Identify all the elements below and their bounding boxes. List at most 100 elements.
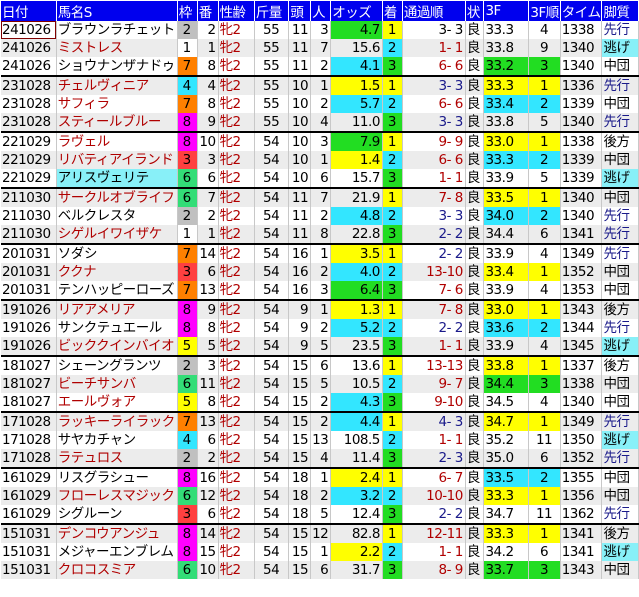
column-header-passing-order[interactable]: 通過順 — [402, 1, 466, 21]
table-row[interactable]: 191026 サンクテュエール 8 8 牝2 54 9 2 5.2 2 2- 2 良 33.6 2 1344… — [1, 319, 639, 337]
cell-style: 後方 — [601, 299, 639, 319]
cell-kin: 54 — [254, 449, 290, 468]
cell-sex: 牝2 — [218, 487, 255, 505]
cell-cond: 良 — [465, 487, 485, 505]
cell-f3: 33.3 — [483, 523, 530, 543]
table-row[interactable]: 151031 デンコウアンジュ 8 14 牝2 54 15 12 82.8 1 12-11 良 33.3… — [1, 523, 639, 543]
cell-pass: 9-10 — [402, 393, 466, 412]
cell-cond: 良 — [465, 207, 485, 225]
column-header-date[interactable]: 日付 — [1, 1, 57, 21]
table-row[interactable]: 171028 ラッキーライラック 7 13 牝2 54 15 2 4.4 1 4- 3 良 34.7 1 1… — [1, 411, 639, 431]
table-row[interactable]: 161029 フローレスマジック 6 12 牝2 54 18 2 3.2 2 10-10 良 33.3 1… — [1, 487, 639, 505]
cell-time: 1340 — [560, 113, 603, 132]
cell-odds: 82.8 — [330, 523, 383, 543]
cell-to: 10 — [288, 75, 312, 95]
cell-odds: 3.5 — [330, 243, 383, 263]
cell-style: 中団 — [601, 95, 639, 113]
cell-name: ククナ — [56, 263, 178, 281]
cell-cond: 良 — [465, 75, 485, 95]
cell-pass: 1- 1 — [402, 39, 466, 57]
column-header-weight[interactable]: 斤量 — [254, 1, 290, 21]
table-row[interactable]: 151031 メジャーエンブレム 8 15 牝2 54 15 1 2.2 2 1- 1 良 34.2 6 1… — [1, 543, 639, 561]
column-header-number[interactable]: 番 — [197, 1, 219, 21]
table-row[interactable]: 211030 ベルクレスタ 2 2 牝2 54 11 2 4.8 2 3- 3 良 34.0 2 1340 先… — [1, 207, 639, 225]
table-row[interactable]: 191026 ビッククインバイオ 5 5 牝2 54 9 5 23.5 3 1- 1 良 33.9 4 13… — [1, 337, 639, 356]
table-row[interactable]: 221029 アリスヴェリテ 6 6 牝2 54 10 6 15.7 3 1- 1 良 33.9 5 133… — [1, 169, 639, 188]
column-header-last-3f[interactable]: 3F — [483, 1, 530, 21]
table-row[interactable]: 231028 サフィラ 7 8 牝2 55 10 2 5.7 2 6- 6 良 33.4 2 1339 中団 — [1, 95, 639, 113]
column-header-track-condition[interactable]: 状 — [465, 1, 485, 21]
table-row[interactable]: 181027 シェーングランツ 2 3 牝2 54 15 6 13.6 1 13-13 良 33.8 1 1… — [1, 355, 639, 375]
table-row[interactable]: 211030 シゲルイワイザケ 1 1 牝2 54 11 8 22.8 3 2- 2 良 34.4 6 13… — [1, 225, 639, 244]
cell-time: 1350 — [560, 431, 603, 449]
table-row[interactable]: 241026 ショウナンザナドゥ 7 8 牝2 55 11 2 4.1 3 6- 6 良 33.2 3 13… — [1, 57, 639, 76]
cell-name: メジャーエンブレム — [56, 543, 178, 561]
cell-f3: 34.0 — [483, 207, 530, 225]
column-header-time[interactable]: タイム — [560, 1, 603, 21]
cell-pass: 10-10 — [402, 487, 466, 505]
column-header-horse-name[interactable]: 馬名S — [56, 1, 178, 21]
cell-ban: 13 — [197, 281, 219, 300]
table-row[interactable]: 201031 ソダシ 7 14 牝2 54 16 1 3.5 1 2- 2 良 33.9 4 1349 先行 — [1, 243, 639, 263]
table-row[interactable]: 151031 クロコスミア 6 10 牝2 54 15 6 31.7 3 8- 9 良 33.7 3 134… — [1, 561, 639, 579]
table-row[interactable]: 181027 エールヴォア 5 8 牝2 54 15 2 4.3 3 9-10 良 34.5 4 1340 中… — [1, 393, 639, 412]
table-row[interactable]: 191026 リアアメリア 8 9 牝2 54 9 1 1.3 1 7- 8 良 33.0 1 1343 後方 — [1, 299, 639, 319]
cell-style: 後方 — [601, 131, 639, 151]
cell-f3: 34.7 — [483, 505, 530, 524]
cell-ban: 6 — [197, 505, 219, 524]
cell-nin: 2 — [310, 207, 332, 225]
table-row[interactable]: 201031 ククナ 3 6 牝2 54 16 2 4.0 2 13-10 良 33.4 1 1352 中団 — [1, 263, 639, 281]
cell-chaku: 2 — [382, 39, 403, 57]
table-row[interactable]: 171028 サヤカチャン 4 6 牝2 54 15 13 108.5 2 1- 1 良 35.2 11 1… — [1, 431, 639, 449]
cell-kin: 54 — [254, 337, 290, 356]
cell-f3: 35.0 — [483, 449, 530, 468]
table-row[interactable]: 221029 ラヴェル 8 10 牝2 54 10 3 7.9 1 9- 9 良 33.0 1 1338 後方 — [1, 131, 639, 151]
cell-style: 中団 — [601, 375, 639, 393]
cell-pass: 7- 8 — [402, 299, 466, 319]
cell-name: サンクテュエール — [56, 319, 178, 337]
cell-waku: 7 — [177, 281, 198, 300]
cell-pass: 7- 6 — [402, 281, 466, 300]
table-row[interactable]: 201031 テンハッピーローズ 7 13 牝2 54 16 3 6.4 3 7- 6 良 33.9 4 1… — [1, 281, 639, 300]
table-row[interactable]: 211030 サークルオブライフ 6 7 牝2 54 11 7 21.9 1 7- 8 良 33.5 1 1… — [1, 187, 639, 207]
column-header-waku[interactable]: 枠 — [177, 1, 198, 21]
table-row[interactable]: 231028 チェルヴィニア 4 4 牝2 55 10 1 1.5 1 3- 3 良 33.3 1 1336… — [1, 75, 639, 95]
cell-sex: 牝2 — [218, 505, 255, 524]
cell-style: 先行 — [601, 411, 639, 431]
cell-waku: 6 — [177, 561, 198, 579]
cell-kin: 54 — [254, 263, 290, 281]
cell-name: シェーングランツ — [56, 355, 178, 375]
cell-chaku: 3 — [382, 505, 403, 524]
column-header-running-style[interactable]: 脚質 — [601, 1, 639, 21]
table-row[interactable]: 221029 リバティアイランド 3 3 牝2 54 10 1 1.4 2 6- 6 良 33.3 2 13… — [1, 151, 639, 169]
column-header-popularity[interactable]: 人 — [310, 1, 332, 21]
table-row[interactable]: 241026 ミストレス 1 1 牝2 55 11 7 15.6 2 1- 1 良 33.8 9 1340 逃… — [1, 39, 639, 57]
cell-sex: 牝2 — [218, 393, 255, 412]
table-row[interactable]: 161029 シグルーン 3 6 牝2 54 18 5 12.4 3 2- 2 良 34.7 11 1362… — [1, 505, 639, 524]
table-row[interactable]: 161029 リスグラシュー 8 16 牝2 54 18 1 2.4 1 6- 7 良 33.5 2 135… — [1, 467, 639, 487]
table-row[interactable]: 181027 ビーチサンバ 6 11 牝2 54 15 5 10.5 2 9- 7 良 34.4 3 133… — [1, 375, 639, 393]
cell-ban: 10 — [197, 131, 219, 151]
column-header-last-3f-rank[interactable]: 3F順 — [528, 1, 561, 21]
cell-nin: 7 — [310, 39, 332, 57]
cell-time: 1338 — [560, 375, 603, 393]
cell-waku: 6 — [177, 375, 198, 393]
cell-name: ラッキーライラック — [56, 411, 178, 431]
cell-time: 1349 — [560, 243, 603, 263]
column-header-field-size[interactable]: 頭 — [288, 1, 312, 21]
column-header-sex-age[interactable]: 性齢 — [218, 1, 255, 21]
table-row[interactable]: 241026 ブラウンラチェット 2 2 牝2 55 11 3 4.7 1 3- 3 良 33.3 4 13… — [1, 21, 639, 39]
cell-name: デンコウアンジュ — [56, 523, 178, 543]
cell-odds: 2.4 — [330, 467, 383, 487]
column-header-finish[interactable]: 着 — [382, 1, 403, 21]
cell-odds: 1.3 — [330, 299, 383, 319]
cell-style: 先行 — [601, 449, 639, 468]
table-row[interactable]: 231028 スティールブルー 8 9 牝2 55 10 4 11.0 3 3- 3 良 33.8 5 13… — [1, 113, 639, 132]
column-header-odds[interactable]: オッズ — [330, 1, 383, 21]
cell-style: 逃げ — [601, 337, 639, 356]
cell-cond: 良 — [465, 375, 485, 393]
cell-to: 11 — [288, 57, 312, 76]
cell-odds: 3.2 — [330, 487, 383, 505]
table-row[interactable]: 171028 ラテュロス 2 2 牝2 54 15 4 11.4 3 2- 3 良 35.0 6 1352 先… — [1, 449, 639, 468]
cell-odds: 5.2 — [330, 319, 383, 337]
